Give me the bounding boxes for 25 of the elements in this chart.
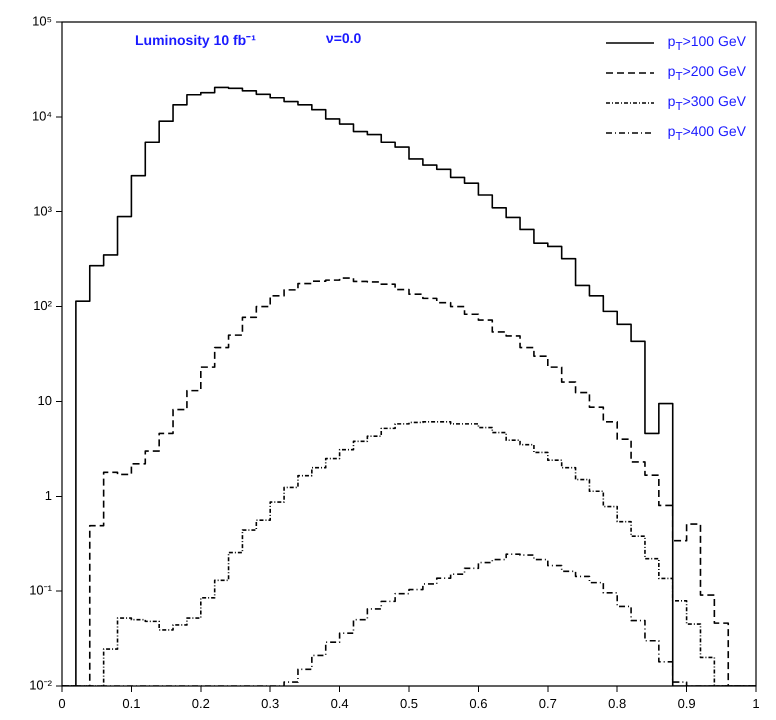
x-tick-label: 0.9 [678, 696, 696, 712]
legend-label: p$_{T}$>100 GeV [668, 33, 746, 53]
y-tick-label: 10⁻² [29, 678, 53, 693]
x-tick-label: 0.4 [330, 696, 349, 712]
x-tick-label: 0.6 [469, 696, 488, 712]
x-tick-label: 1 [752, 696, 760, 712]
legend-label: p$_{T}$>400 GeV [668, 123, 746, 143]
y-tick-label: 1 [44, 488, 52, 503]
x-tick-label: 0.5 [400, 696, 418, 712]
legend-label: p$_{T}$>200 GeV [668, 63, 746, 83]
y-tick-label: 10⁴ [32, 108, 52, 124]
y-tick-label: 10 [38, 393, 52, 408]
x-tick-label: 0.1 [122, 696, 140, 712]
y-tick-label: 10⁵ [32, 14, 52, 29]
x-tick-label: 0.2 [192, 696, 210, 712]
y-tick-label: 10² [33, 298, 53, 314]
x-tick-label: 0 [58, 696, 66, 712]
y-tick-label: 10⁻¹ [29, 582, 53, 598]
y-tick-label: 10³ [33, 203, 53, 218]
annotation: ν=0.0 [326, 30, 362, 48]
annotation: Luminosity 10 fb⁻¹ [135, 31, 256, 49]
x-tick-label: 0.7 [538, 696, 557, 712]
legend-label: p$_{T}$>300 GeV [668, 93, 746, 113]
x-tick-label: 0.3 [261, 696, 280, 712]
x-tick-label: 0.8 [608, 696, 626, 712]
